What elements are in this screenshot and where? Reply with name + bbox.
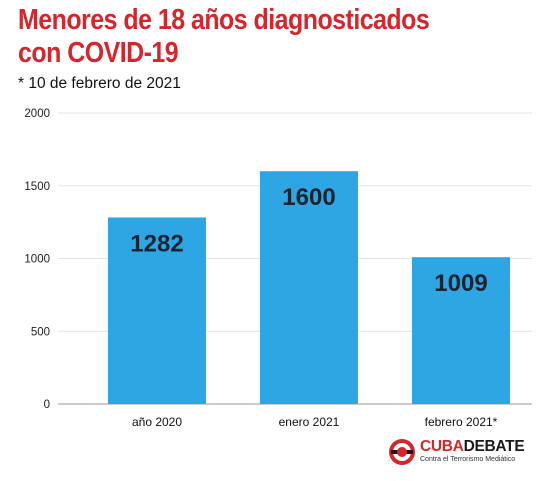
x-tick-label: febrero 2021* [425,415,498,429]
y-tick-label: 1500 [24,181,50,193]
chart-title: Menores de 18 años diagnosticados con CO… [18,4,457,70]
x-tick-label: año 2020 [132,415,182,429]
bar-value-label: 1282 [130,230,183,257]
y-tick-label: 0 [44,399,50,411]
cubadebate-logo: CUBADEBATE Contra el Terrorismo Mediátic… [388,436,525,470]
chart-title-line1: Menores de 18 años diagnosticados [18,4,430,36]
bar [260,171,358,404]
chart-subtitle: * 10 de febrero de 2021 [18,75,181,92]
bar [108,217,206,404]
y-tick-label: 2000 [24,108,50,120]
logo-name: CUBADEBATE [420,438,525,456]
bar-value-label: 1009 [434,270,487,297]
y-tick-label: 1000 [24,254,50,266]
cubadebate-logo-icon [389,439,415,465]
logo-name-part1: CUBA [420,438,464,455]
x-tick-label: enero 2021 [279,415,340,429]
chart-title-line2: con COVID-19 [18,37,179,69]
logo-tagline: Contra el Terrorismo Mediático [420,456,516,463]
bar [412,257,510,404]
y-tick-label: 500 [31,326,50,338]
logo-name-part2: DEBATE [463,438,525,455]
bar-value-label: 1600 [282,184,335,211]
